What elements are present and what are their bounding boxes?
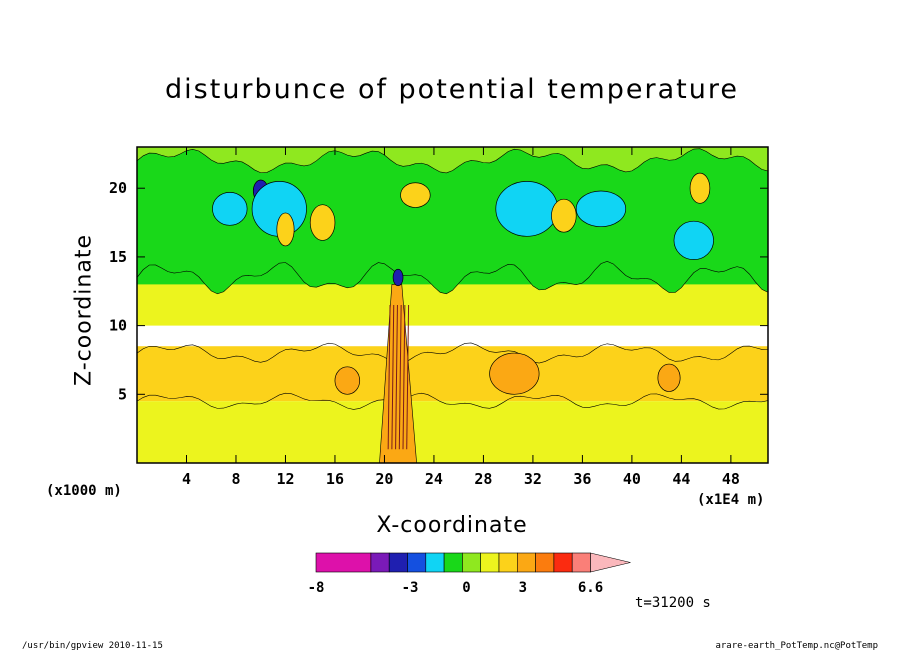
field-feature: [575, 190, 627, 228]
field-feature: [551, 198, 577, 233]
x-tick-label: 4: [182, 470, 191, 488]
x-axis-label: X-coordinate: [376, 513, 528, 538]
colorbar-cell: [535, 552, 555, 573]
y-tick-label: 15: [109, 248, 127, 266]
colorbar-cell: [571, 552, 591, 573]
colorbar-cell: [443, 552, 463, 573]
colorbar-cell: [315, 552, 372, 573]
colorbar-cell: [388, 552, 408, 573]
colorbar-cell: [407, 552, 427, 573]
field-feature: [309, 204, 336, 241]
chart-title: disturbunce of potential temperature: [165, 74, 739, 105]
colorbar-cell: [516, 552, 536, 573]
plume-contour-line: [406, 304, 410, 450]
footer-right-text: arare-earth_PotTemp.nc@PotTemp: [715, 641, 878, 651]
y-tick-label: 10: [109, 317, 127, 335]
colorbar-label: -3: [402, 580, 419, 596]
colorbar-label: -8: [308, 580, 325, 596]
colorbar-arrow: [590, 552, 631, 573]
x-tick-label: 28: [474, 470, 492, 488]
colorbar-cell: [480, 552, 500, 573]
top-lightgreen-region: [137, 147, 768, 174]
plume-contour-line: [395, 304, 398, 450]
colorbar-label: 6.6: [578, 580, 603, 596]
plume-contour-line: [387, 304, 391, 450]
field-feature: [673, 220, 714, 261]
y-tick-label: 20: [109, 179, 127, 197]
colorbar-cell: [498, 552, 518, 573]
footer-left-text: /usr/bin/gpview 2010-11-15: [22, 641, 163, 651]
x-tick-label: 40: [623, 470, 641, 488]
orange-lower-contour: [137, 392, 768, 463]
plume-contour-line: [398, 304, 402, 450]
plume-contour-line: [402, 304, 406, 450]
field-layer: [137, 147, 768, 463]
x-tick-label: 20: [375, 470, 393, 488]
band-mid-yellow: [137, 284, 768, 326]
x-tick-label: 32: [524, 470, 542, 488]
x-tick-label: 36: [573, 470, 591, 488]
x-tick-label: 44: [672, 470, 690, 488]
field-feature: [392, 268, 404, 287]
field-feature: [276, 212, 295, 247]
colorbar-label: 0: [462, 580, 470, 596]
plume-contour-line: [391, 304, 395, 450]
field-feature: [689, 172, 711, 204]
band-lower-yellow: [137, 401, 768, 463]
x-tick-label: 24: [425, 470, 443, 488]
x-tick-label: 12: [276, 470, 294, 488]
x-tick-label: 16: [326, 470, 344, 488]
field-feature: [657, 363, 681, 392]
colorbar-cell: [462, 552, 481, 573]
field-feature: [400, 182, 431, 208]
orange-upper-contour: [137, 342, 768, 463]
x-unit-left-label: (x1000 m): [46, 483, 122, 499]
colorbar-cell: [370, 552, 390, 573]
x-unit-right-label: (x1E4 m): [697, 492, 765, 508]
colorbar-cell: [553, 552, 573, 573]
field-feature: [212, 191, 248, 226]
y-tick-label: 5: [118, 385, 127, 403]
x-tick-label: 8: [231, 470, 240, 488]
time-label: t=31200 s: [635, 595, 711, 611]
field-feature: [334, 366, 361, 395]
green-upper-boundary: [137, 147, 768, 295]
plot-frame: [136, 146, 769, 464]
colorbar-label: 3: [519, 580, 527, 596]
x-tick-label: 48: [722, 470, 740, 488]
colorbar-cell: [425, 552, 445, 573]
field-feature: [489, 352, 540, 395]
field-feature: [495, 180, 559, 237]
